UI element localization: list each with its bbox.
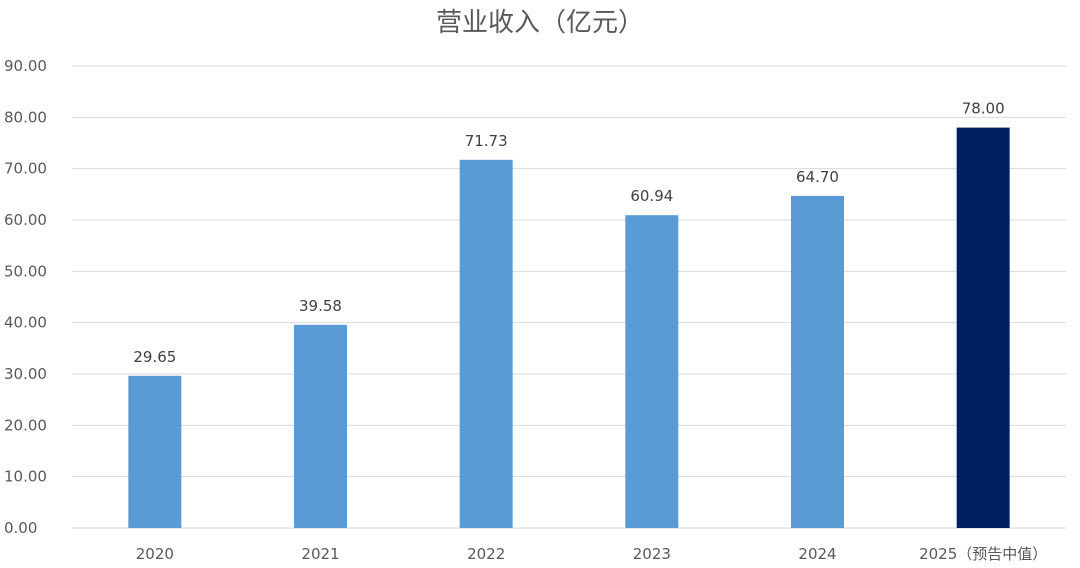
x-axis-tick-labels: 2020 2021 2022 2023 2024 2025（预告中值） xyxy=(136,545,1048,563)
chart-title: 营业收入（亿元） xyxy=(435,8,644,38)
y-tick-label: 0.00 xyxy=(4,519,37,537)
bar-2020 xyxy=(128,375,182,528)
data-label: 39.58 xyxy=(299,297,342,315)
data-label: 29.65 xyxy=(133,348,176,366)
y-tick-label: 20.00 xyxy=(4,416,47,434)
gridlines xyxy=(72,65,1066,529)
bar-2021 xyxy=(294,324,347,528)
bar-2022 xyxy=(459,159,513,528)
x-tick-label: 2021 xyxy=(301,545,339,563)
y-tick-label: 30.00 xyxy=(4,365,47,383)
bars xyxy=(128,127,1010,528)
data-label: 60.94 xyxy=(630,187,673,205)
y-tick-label: 90.00 xyxy=(4,57,47,75)
bar-2025（预告中值） xyxy=(956,127,1010,528)
y-tick-label: 80.00 xyxy=(4,108,47,126)
y-tick-label: 70.00 xyxy=(4,160,47,178)
data-label: 78.00 xyxy=(962,100,1005,118)
y-tick-label: 60.00 xyxy=(4,211,47,229)
x-tick-label: 2022 xyxy=(467,545,505,563)
x-tick-label: 2025（预告中值） xyxy=(919,545,1047,563)
y-tick-label: 50.00 xyxy=(4,262,47,280)
x-tick-label: 2024 xyxy=(798,545,836,563)
x-tick-label: 2020 xyxy=(136,545,174,563)
bar-2023 xyxy=(625,215,679,528)
y-tick-label: 10.00 xyxy=(4,468,47,486)
y-axis-tick-labels: 0.00 10.00 20.00 30.00 40.00 50.00 60.00 70.00 8… xyxy=(4,57,47,537)
x-tick-label: 2023 xyxy=(633,545,671,563)
bar-2024 xyxy=(791,195,844,528)
y-tick-label: 40.00 xyxy=(4,314,47,332)
data-label: 64.70 xyxy=(796,168,839,186)
data-labels: 29.65 39.58 71.73 60.94 64.70 78.00 xyxy=(133,100,1004,366)
data-label: 71.73 xyxy=(465,132,508,150)
